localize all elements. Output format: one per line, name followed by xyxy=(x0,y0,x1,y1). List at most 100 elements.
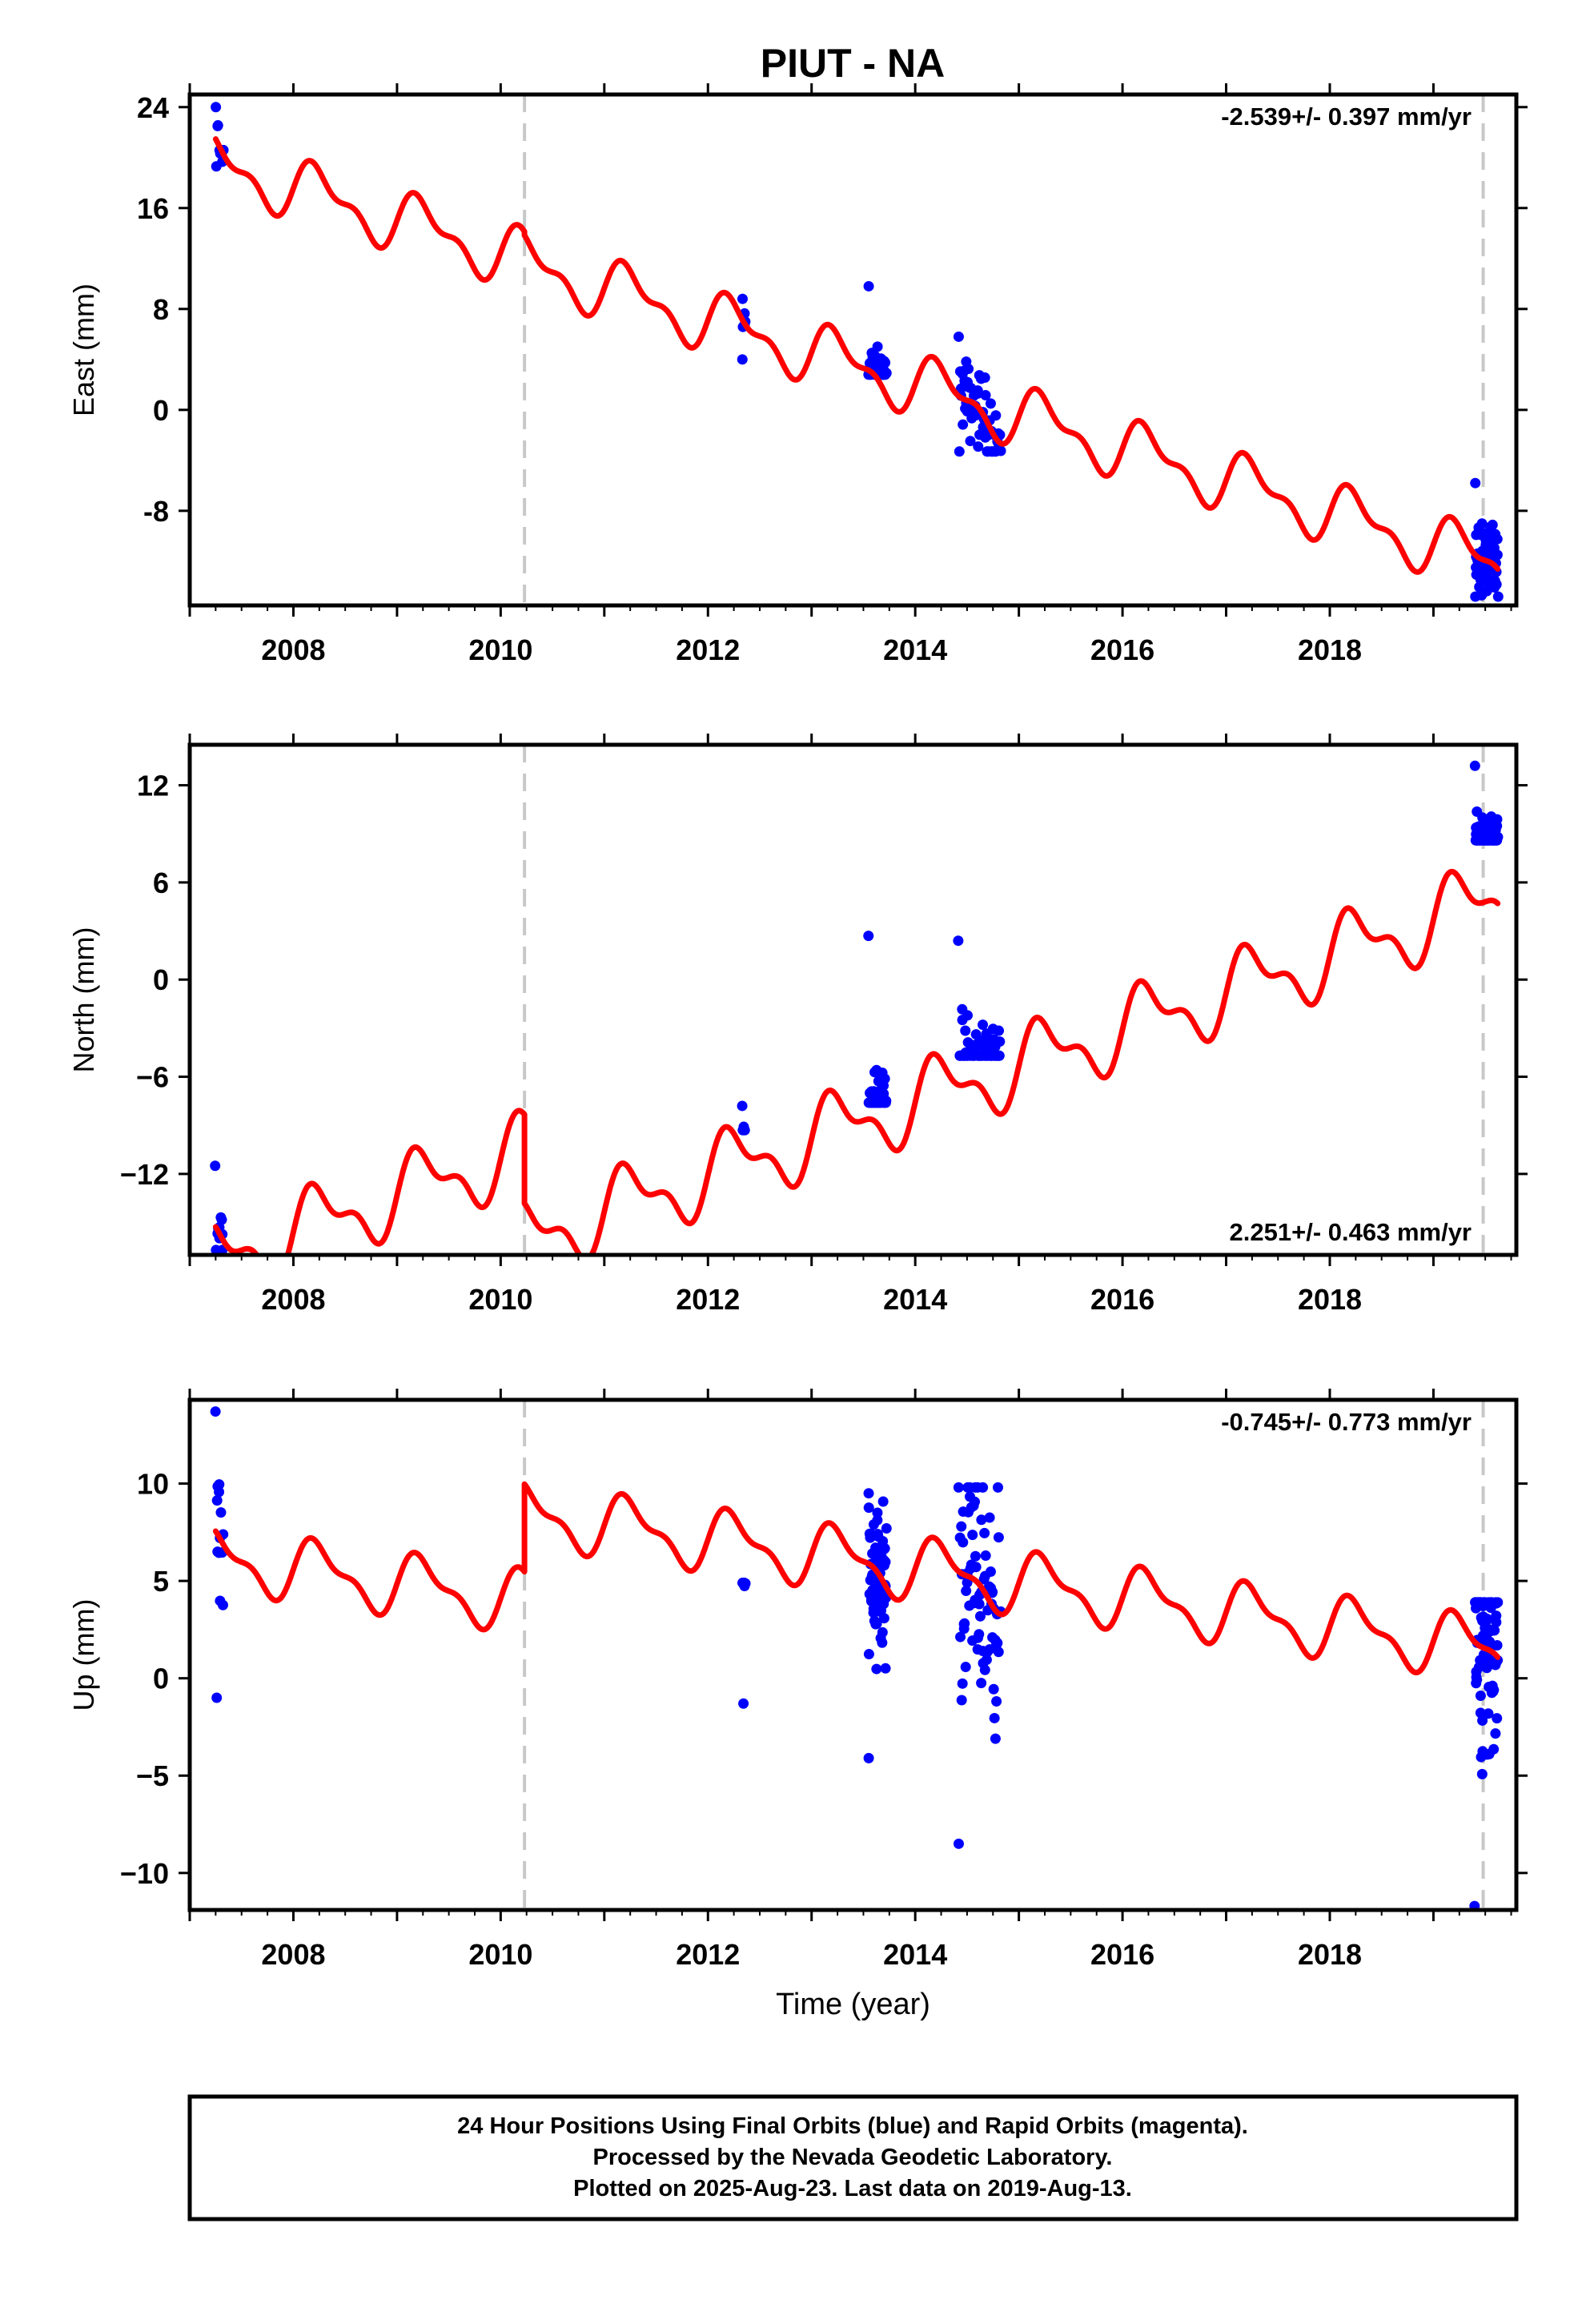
data-point xyxy=(1477,1715,1488,1726)
y-tick-label: 6 xyxy=(153,866,169,899)
y-tick-label: −12 xyxy=(120,1158,169,1191)
data-point xyxy=(1469,760,1480,771)
figure-title: PIUT - NA xyxy=(761,41,946,86)
data-point xyxy=(976,1514,987,1526)
data-point xyxy=(957,1678,968,1689)
data-point xyxy=(994,1025,1005,1036)
data-point xyxy=(1492,1640,1503,1651)
data-point xyxy=(211,1495,223,1506)
data-point xyxy=(980,1550,991,1562)
data-point xyxy=(974,1598,985,1610)
data-point xyxy=(880,1097,891,1108)
data-point xyxy=(1491,1617,1502,1628)
plot-area xyxy=(210,745,1504,1255)
data-point xyxy=(953,1482,964,1493)
data-point xyxy=(981,1655,992,1666)
data-point xyxy=(976,1678,987,1689)
data-point xyxy=(993,1647,1004,1658)
data-point xyxy=(974,1610,986,1622)
y-tick-label: 10 xyxy=(137,1468,169,1501)
data-point xyxy=(217,1599,228,1610)
data-point xyxy=(872,341,883,352)
data-point xyxy=(1492,533,1503,545)
data-point xyxy=(879,1543,890,1554)
data-point xyxy=(960,1025,971,1036)
x-tick-label: 2018 xyxy=(1298,1938,1362,1971)
data-point xyxy=(970,1550,981,1562)
data-point xyxy=(739,1124,750,1136)
data-point xyxy=(877,1637,888,1648)
data-point xyxy=(738,1698,749,1709)
x-tick-label: 2008 xyxy=(261,633,325,666)
data-point xyxy=(963,364,974,375)
data-point xyxy=(967,1530,978,1541)
rate-label: -0.745+/- 0.773 mm/yr xyxy=(1221,1408,1472,1436)
data-point xyxy=(1481,1613,1492,1624)
x-axis-label: Time (year) xyxy=(776,1988,930,2021)
data-point xyxy=(214,1479,225,1490)
x-tick-label: 2014 xyxy=(883,633,947,666)
data-point xyxy=(958,1537,969,1548)
north-panel: 2008 2010 2012 2014 2016 2018 −12 −6 0 6 12 North (… xyxy=(67,734,1528,1316)
data-point xyxy=(212,120,223,131)
data-point xyxy=(880,1663,891,1674)
data-point xyxy=(871,1618,882,1630)
rate-label: -2.539+/- 0.397 mm/yr xyxy=(1221,103,1472,131)
data-point xyxy=(993,1532,1004,1543)
data-point xyxy=(863,1488,874,1499)
data-point xyxy=(978,1482,989,1493)
data-point xyxy=(970,1496,981,1507)
data-point xyxy=(1488,1686,1499,1697)
data-point xyxy=(1469,1900,1480,1910)
footer-frame xyxy=(187,2094,1519,2221)
data-point xyxy=(1492,820,1503,831)
y-tick-label: 12 xyxy=(137,770,169,802)
data-point xyxy=(1476,518,1488,529)
x-tick-label: 2016 xyxy=(1090,633,1154,666)
data-point xyxy=(863,1752,874,1763)
y-tick-label: 5 xyxy=(153,1565,169,1598)
data-point xyxy=(1470,477,1481,489)
data-point xyxy=(965,436,976,447)
plot-area xyxy=(210,1400,1504,1910)
y-tick-label: −6 xyxy=(136,1061,169,1094)
x-tick-label: 2012 xyxy=(676,633,740,666)
x-tick-label: 2010 xyxy=(468,1283,532,1316)
data-point xyxy=(1490,1728,1501,1739)
data-point xyxy=(953,935,964,947)
x-tick-label: 2018 xyxy=(1298,633,1362,666)
data-point xyxy=(881,1522,892,1534)
data-point xyxy=(737,293,748,304)
data-point xyxy=(863,1649,874,1660)
data-point xyxy=(959,1618,970,1629)
data-point xyxy=(994,1036,1006,1047)
data-point xyxy=(995,445,1006,456)
footer-line-2: Processed by the Nevada Geodetic Laborat… xyxy=(593,2145,1113,2170)
data-point xyxy=(958,419,969,430)
data-point xyxy=(877,1626,888,1638)
footer-line-3: Plotted on 2025-Aug-23. Last data on 201… xyxy=(573,2176,1132,2201)
data-point xyxy=(877,1496,889,1507)
data-point xyxy=(1492,549,1503,561)
data-point xyxy=(955,383,966,394)
data-point xyxy=(881,368,892,379)
x-tick-label: 2012 xyxy=(676,1938,740,1971)
data-point xyxy=(953,331,964,342)
data-point xyxy=(1488,1743,1500,1755)
data-point xyxy=(972,385,983,396)
data-point xyxy=(1476,1768,1488,1779)
x-tick-label: 2010 xyxy=(468,633,532,666)
data-point xyxy=(211,102,222,113)
data-point xyxy=(210,1406,221,1417)
data-point xyxy=(1492,1713,1503,1724)
data-point xyxy=(992,1638,1003,1649)
y-tick-label: 0 xyxy=(153,963,169,996)
data-point xyxy=(1483,1708,1494,1719)
data-point xyxy=(1492,831,1504,842)
y-tick-label: 0 xyxy=(153,394,169,427)
data-point xyxy=(953,1838,964,1849)
data-point xyxy=(216,1214,227,1225)
data-point xyxy=(979,1664,990,1675)
data-point xyxy=(962,1010,973,1021)
